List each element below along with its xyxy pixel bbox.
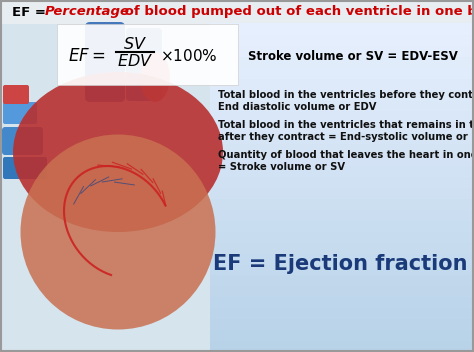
FancyBboxPatch shape bbox=[210, 56, 474, 68]
FancyBboxPatch shape bbox=[210, 67, 474, 78]
Ellipse shape bbox=[20, 134, 216, 329]
FancyBboxPatch shape bbox=[85, 22, 125, 102]
FancyBboxPatch shape bbox=[210, 209, 474, 221]
Text: = Stroke volume or SV: = Stroke volume or SV bbox=[218, 162, 345, 172]
FancyBboxPatch shape bbox=[210, 154, 474, 166]
FancyBboxPatch shape bbox=[210, 143, 474, 155]
FancyBboxPatch shape bbox=[126, 28, 162, 101]
Text: Total blood in the ventricles before they contract =: Total blood in the ventricles before the… bbox=[218, 90, 474, 100]
Text: $\mathit{SV}$: $\mathit{SV}$ bbox=[123, 36, 147, 52]
Text: EF =: EF = bbox=[12, 6, 51, 19]
FancyBboxPatch shape bbox=[57, 24, 238, 85]
FancyBboxPatch shape bbox=[210, 296, 474, 308]
FancyBboxPatch shape bbox=[210, 275, 474, 287]
FancyBboxPatch shape bbox=[2, 127, 43, 155]
FancyBboxPatch shape bbox=[3, 157, 47, 179]
Ellipse shape bbox=[140, 52, 170, 102]
Text: $\mathit{EF} =$: $\mathit{EF} =$ bbox=[68, 47, 105, 65]
Text: Stroke volume or SV = EDV-ESV: Stroke volume or SV = EDV-ESV bbox=[248, 50, 458, 63]
FancyBboxPatch shape bbox=[210, 285, 474, 297]
Text: Quantity of blood that leaves the heart in one contraction: Quantity of blood that leaves the heart … bbox=[218, 150, 474, 160]
FancyBboxPatch shape bbox=[210, 329, 474, 341]
FancyBboxPatch shape bbox=[210, 340, 474, 352]
Ellipse shape bbox=[13, 72, 223, 232]
FancyBboxPatch shape bbox=[210, 45, 474, 57]
Text: Total blood in the ventricles that remains in the heart: Total blood in the ventricles that remai… bbox=[218, 120, 474, 130]
FancyBboxPatch shape bbox=[210, 253, 474, 265]
FancyBboxPatch shape bbox=[210, 220, 474, 232]
Text: Percentage: Percentage bbox=[45, 6, 130, 19]
FancyBboxPatch shape bbox=[210, 231, 474, 243]
FancyBboxPatch shape bbox=[210, 100, 474, 112]
FancyBboxPatch shape bbox=[210, 111, 474, 122]
FancyBboxPatch shape bbox=[210, 307, 474, 319]
FancyBboxPatch shape bbox=[210, 165, 474, 177]
Text: End diastolic volume or EDV: End diastolic volume or EDV bbox=[218, 102, 376, 112]
FancyBboxPatch shape bbox=[210, 78, 474, 90]
Text: $\mathit{EDV}$: $\mathit{EDV}$ bbox=[117, 53, 153, 69]
FancyBboxPatch shape bbox=[210, 89, 474, 101]
FancyBboxPatch shape bbox=[3, 85, 29, 104]
FancyBboxPatch shape bbox=[3, 102, 37, 124]
Text: after they contract = End-systolic volume or ESV.: after they contract = End-systolic volum… bbox=[218, 132, 474, 142]
FancyBboxPatch shape bbox=[210, 242, 474, 253]
FancyBboxPatch shape bbox=[210, 132, 474, 144]
FancyBboxPatch shape bbox=[210, 23, 474, 35]
FancyBboxPatch shape bbox=[210, 34, 474, 46]
Text: EF = Ejection fraction: EF = Ejection fraction bbox=[213, 254, 467, 274]
FancyBboxPatch shape bbox=[210, 121, 474, 133]
FancyBboxPatch shape bbox=[210, 176, 474, 188]
FancyBboxPatch shape bbox=[210, 198, 474, 210]
FancyBboxPatch shape bbox=[210, 264, 474, 276]
Text: of blood pumped out of each ventricle in one beat: of blood pumped out of each ventricle in… bbox=[120, 6, 474, 19]
FancyBboxPatch shape bbox=[0, 0, 474, 24]
FancyBboxPatch shape bbox=[210, 318, 474, 330]
Text: $\times 100\%$: $\times 100\%$ bbox=[160, 48, 218, 64]
FancyBboxPatch shape bbox=[210, 187, 474, 199]
